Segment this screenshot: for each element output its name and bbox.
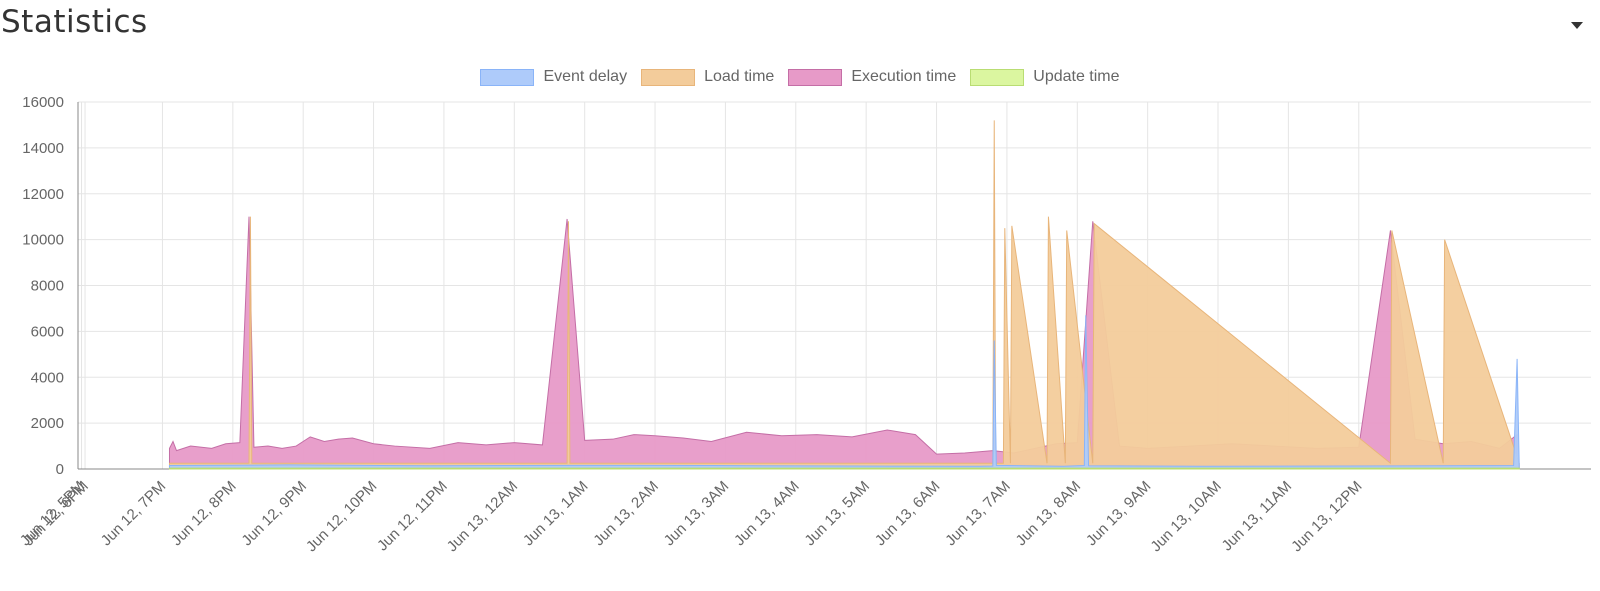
x-tick-label: Jun 13, 4AM	[731, 478, 803, 550]
x-tick-label: Jun 13, 5AM	[801, 478, 873, 550]
series-area-load-time	[168, 120, 1520, 470]
y-tick-label: 10000	[22, 232, 64, 249]
y-tick-label: 6000	[31, 323, 64, 340]
legend-label: Load time	[704, 68, 775, 85]
x-tick-label: Jun 13, 10AM	[1147, 478, 1224, 555]
x-tick-label: Jun 12, 11PM	[374, 478, 451, 555]
y-tick-label: 8000	[31, 278, 64, 295]
y-tick-label: 2000	[31, 415, 64, 432]
series-area-update-time	[168, 467, 1520, 470]
legend-item-load-time[interactable]: Load time	[641, 68, 774, 86]
legend-item-execution-time[interactable]: Execution time	[788, 68, 956, 86]
legend-swatch	[788, 68, 843, 86]
x-tick-label: Jun 13, 12AM	[444, 478, 521, 555]
x-tick-label: Jun 13, 8AM	[1013, 478, 1085, 550]
legend-swatch	[641, 68, 696, 86]
legend-label: Execution time	[851, 68, 957, 85]
x-tick-label: Jun 13, 12PM	[1288, 478, 1365, 555]
y-tick-label: 14000	[22, 140, 64, 157]
x-tick-label: Jun 13, 9AM	[1083, 478, 1155, 550]
legend-label: Update time	[1033, 68, 1120, 85]
series-area-event-delay	[168, 315, 1520, 470]
legend-swatch	[970, 68, 1025, 86]
x-tick-label: Jun 13, 1AM	[520, 478, 592, 550]
legend-item-update-time[interactable]: Update time	[970, 68, 1120, 86]
page-title: Statistics	[1, 4, 148, 40]
x-tick-label: Jun 12, 8PM	[168, 478, 240, 550]
x-tick-label: Jun 13, 3AM	[661, 478, 733, 550]
x-tick-label: Jun 12, 6PM	[20, 478, 92, 550]
y-tick-label: 12000	[22, 186, 64, 203]
x-tick-label: Jun 13, 6AM	[872, 478, 944, 550]
chart-legend: Event delay Load time Execution time Upd…	[0, 68, 1600, 86]
legend-label: Event delay	[543, 68, 628, 85]
legend-item-event-delay[interactable]: Event delay	[480, 68, 627, 86]
x-tick-label: Jun 12, 10PM	[303, 478, 380, 555]
y-tick-label: 4000	[31, 369, 64, 386]
y-tick-label: 0	[56, 461, 64, 478]
x-tick-label: Jun 12, 7PM	[98, 478, 170, 550]
legend-swatch	[480, 68, 535, 86]
x-tick-label: Jun 13, 2AM	[590, 478, 662, 550]
x-tick-label: Jun 13, 7AM	[942, 478, 1014, 550]
caret-down-icon[interactable]	[1571, 22, 1583, 29]
x-tick-label: Jun 12, 9PM	[238, 478, 310, 550]
y-tick-label: 16000	[22, 94, 64, 111]
x-tick-label: Jun 13, 11AM	[1219, 478, 1296, 555]
